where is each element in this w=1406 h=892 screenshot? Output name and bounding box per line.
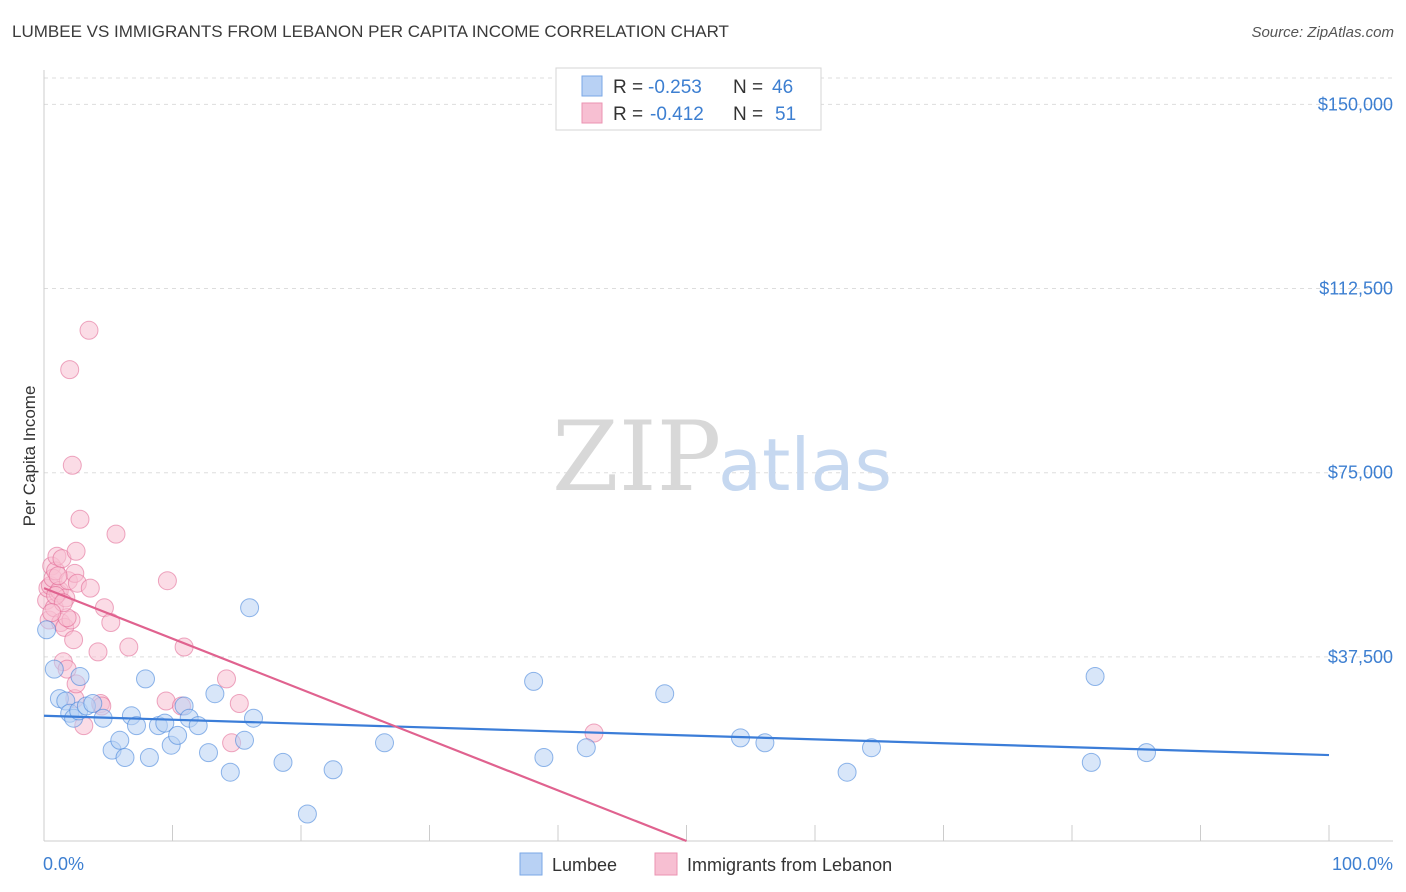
lumbee-point-31: [273, 752, 293, 772]
watermark-zip: ZIP: [552, 401, 721, 513]
lebanon-point-50: [42, 603, 62, 623]
x-tick-max: 100.0%: [1332, 854, 1393, 874]
y-tick-label-1: $112,500: [1319, 279, 1393, 299]
lebanon-point-23: [66, 541, 86, 561]
legend-r-label-1: R =: [613, 77, 643, 98]
lumbee-point-40: [755, 733, 775, 753]
lumbee-point-0: [37, 620, 57, 640]
lumbee-point-28: [235, 730, 254, 750]
lumbee-point-44: [1085, 667, 1105, 686]
lumbee-point-15: [127, 716, 146, 736]
lumbee-point-35: [524, 671, 544, 691]
lumbee-point-45: [1137, 743, 1156, 763]
legend-box: R = -0.253 N = 46 R = -0.412 N = 51: [555, 67, 822, 131]
lebanon-point-33: [79, 320, 99, 340]
lumbee-point-13: [115, 748, 135, 767]
y-axis-label: Per Capita Income: [20, 386, 39, 527]
chart-title: LUMBEE VS IMMIGRANTS FROM LEBANON PER CA…: [12, 22, 729, 41]
lumbee-point-42: [862, 738, 881, 758]
bottom-legend-swatch-lumbee: [519, 852, 543, 876]
legend-n-label-1: N =: [733, 77, 763, 98]
lumbee-point-21: [168, 725, 188, 745]
watermark-atlas: atlas: [718, 423, 892, 507]
legend-r-value-2: -0.412: [650, 104, 704, 125]
bottom-legend: Lumbee Immigrants from Lebanon: [519, 852, 892, 876]
lebanon-point-40: [157, 571, 177, 591]
lumbee-point-16: [136, 669, 155, 689]
lebanon-point-38: [106, 524, 126, 544]
lumbee-point-37: [576, 738, 596, 758]
lebanon-point-28: [80, 578, 100, 598]
lumbee-point-36: [534, 748, 554, 767]
y-tick-labels: $150,000 $112,500 $75,000 $37,500: [1318, 94, 1393, 666]
bottom-legend-swatch-lebanon: [654, 852, 678, 876]
axes: [43, 70, 1393, 842]
lebanon-point-20: [62, 455, 82, 475]
lebanon-trend-line: [43, 587, 687, 843]
lebanon-point-21: [64, 630, 84, 650]
legend-n-label-2: N =: [733, 104, 763, 125]
lumbee-point-8: [83, 694, 103, 713]
series-lumbee-points: [37, 598, 1156, 824]
lumbee-point-27: [220, 762, 240, 782]
lumbee-point-10: [70, 667, 90, 686]
y-tick-label-3: $37,500: [1328, 647, 1393, 667]
lumbee-trend-line: [43, 714, 1330, 757]
lumbee-point-1: [44, 659, 64, 679]
legend-swatch-lumbee: [581, 75, 603, 97]
legend-r-label-2: R =: [613, 104, 643, 125]
x-tick-min: 0.0%: [43, 854, 84, 874]
trend-lines: [43, 587, 1330, 843]
lumbee-point-32: [297, 804, 317, 824]
lumbee-point-17: [139, 748, 159, 767]
series-lebanon-points: [37, 320, 604, 753]
lumbee-point-30: [240, 598, 260, 618]
legend-r-value-1: -0.253: [648, 77, 702, 98]
lumbee-point-43: [1081, 752, 1101, 772]
lebanon-point-39: [119, 637, 139, 657]
watermark: ZIP atlas: [552, 401, 892, 513]
lumbee-point-26: [205, 684, 225, 704]
lebanon-point-27: [70, 509, 90, 529]
lumbee-point-25: [199, 743, 218, 763]
lebanon-point-30: [48, 566, 68, 586]
bottom-legend-label-lebanon: Immigrants from Lebanon: [687, 855, 892, 875]
legend-n-value-1: 46: [772, 77, 793, 98]
lumbee-point-29: [244, 708, 263, 728]
lebanon-point-46: [229, 694, 249, 713]
lebanon-point-32: [88, 642, 108, 662]
lebanon-point-44: [217, 669, 236, 689]
legend-swatch-lebanon: [581, 102, 603, 124]
y-tick-label-2: $75,000: [1328, 463, 1393, 483]
source-label: Source: ZipAtlas.com: [1251, 24, 1394, 41]
lumbee-point-38: [655, 684, 675, 704]
lumbee-point-12: [110, 730, 130, 750]
bottom-legend-label-lumbee: Lumbee: [552, 855, 617, 875]
legend-n-value-2: 51: [775, 104, 796, 125]
y-tick-label-0: $150,000: [1318, 94, 1393, 114]
lumbee-point-34: [375, 733, 394, 753]
lumbee-point-33: [323, 760, 343, 780]
gridlines: [44, 77, 1393, 658]
lebanon-point-18: [60, 360, 80, 380]
lumbee-point-41: [837, 762, 857, 782]
